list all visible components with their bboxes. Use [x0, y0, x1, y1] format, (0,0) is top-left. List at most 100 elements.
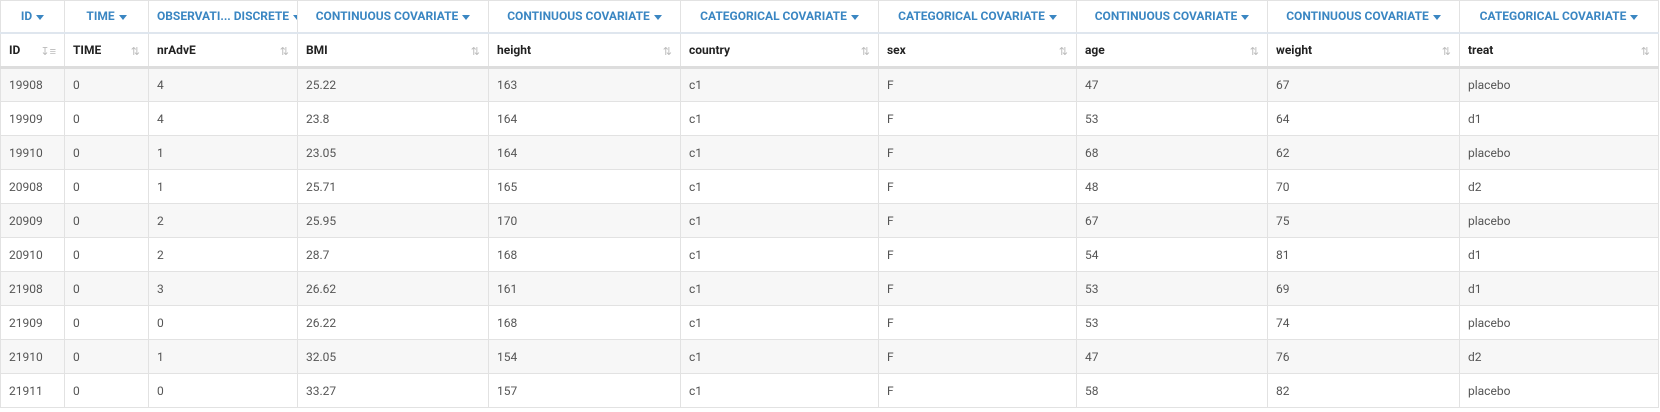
- dropdown-caret[interactable]: [1432, 14, 1441, 20]
- table-row: 21908 0 3 26.62 161 c1 F 53 69 d1: [0, 271, 1659, 306]
- column-label[interactable]: BMI: [306, 42, 328, 57]
- table-cell: 154: [488, 339, 681, 374]
- column-header[interactable]: country ⇅: [680, 32, 879, 69]
- dropdown-caret[interactable]: [653, 14, 662, 20]
- type-header[interactable]: CATEGORICAL COVARIATE: [680, 0, 879, 34]
- column-label[interactable]: country: [689, 42, 731, 57]
- column-header[interactable]: sex ⇅: [878, 32, 1077, 69]
- type-label[interactable]: CATEGORICAL COVARIATE: [700, 9, 847, 24]
- table-cell: 1: [148, 339, 298, 374]
- column-header[interactable]: ID ↧≡: [0, 32, 65, 69]
- dropdown-caret[interactable]: [118, 14, 127, 20]
- column-label[interactable]: nrAdvE: [157, 42, 196, 57]
- sort-icon[interactable]: ⇅: [130, 44, 140, 58]
- table-cell: 1: [148, 135, 298, 170]
- table-cell: c1: [680, 339, 879, 374]
- column-header[interactable]: nrAdvE ⇅: [148, 32, 298, 69]
- dropdown-caret[interactable]: [293, 14, 297, 20]
- table-cell: 76: [1267, 339, 1460, 374]
- sort-icon[interactable]: ↧≡: [40, 44, 56, 58]
- table-cell: 53: [1076, 271, 1268, 306]
- sort-icon[interactable]: ⇅: [662, 44, 672, 58]
- type-header[interactable]: CONTINUOUS COVARIATE: [297, 0, 489, 34]
- table-cell: 2: [148, 237, 298, 272]
- type-label[interactable]: CONTINUOUS COVARIATE: [1286, 9, 1429, 24]
- table-cell: placebo: [1459, 373, 1659, 408]
- type-label[interactable]: CONTINUOUS COVARIATE: [315, 9, 459, 24]
- type-header[interactable]: CATEGORICAL COVARIATE: [1459, 0, 1659, 34]
- sort-icon[interactable]: ⇅: [1249, 44, 1259, 58]
- table-cell: 21910: [0, 339, 65, 374]
- column-header[interactable]: weight ⇅: [1267, 32, 1460, 69]
- table-cell: placebo: [1459, 135, 1659, 170]
- column-label[interactable]: treat: [1468, 42, 1494, 57]
- table-cell: 68: [1076, 135, 1268, 170]
- column-header[interactable]: TIME ⇅: [64, 32, 149, 69]
- table-cell: 0: [64, 271, 149, 306]
- table-cell: 0: [148, 305, 298, 340]
- table-cell: F: [878, 373, 1077, 408]
- column-label[interactable]: ID: [9, 42, 21, 57]
- type-label[interactable]: CATEGORICAL COVARIATE: [898, 9, 1045, 24]
- table-cell: 48: [1076, 169, 1268, 204]
- column-header[interactable]: height ⇅: [488, 32, 681, 69]
- type-label[interactable]: ID: [20, 9, 33, 24]
- table-cell: 81: [1267, 237, 1460, 272]
- table-cell: 0: [64, 305, 149, 340]
- column-label[interactable]: TIME: [73, 42, 102, 57]
- sort-icon[interactable]: ⇅: [470, 44, 480, 58]
- column-header[interactable]: BMI ⇅: [297, 32, 489, 69]
- column-header[interactable]: treat ⇅: [1459, 32, 1659, 69]
- dropdown-caret[interactable]: [1630, 14, 1639, 20]
- dropdown-caret[interactable]: [850, 14, 859, 20]
- table-cell: 25.95: [297, 203, 489, 238]
- type-header[interactable]: OBSERVATI... DISCRETE: [148, 0, 298, 34]
- table-cell: 165: [488, 169, 681, 204]
- table-cell: F: [878, 67, 1077, 102]
- table-cell: d1: [1459, 271, 1659, 306]
- dropdown-caret[interactable]: [36, 14, 45, 20]
- column-label[interactable]: weight: [1276, 42, 1313, 57]
- type-header[interactable]: CATEGORICAL COVARIATE: [878, 0, 1077, 34]
- table-cell: 164: [488, 135, 681, 170]
- type-label[interactable]: CONTINUOUS COVARIATE: [1094, 9, 1238, 24]
- table-cell: placebo: [1459, 203, 1659, 238]
- column-header[interactable]: age ⇅: [1076, 32, 1268, 69]
- type-header[interactable]: TIME: [64, 0, 149, 34]
- type-header[interactable]: ID: [0, 0, 65, 34]
- table-cell: F: [878, 237, 1077, 272]
- type-label[interactable]: TIME: [86, 9, 115, 24]
- table-cell: 19909: [0, 101, 65, 136]
- dropdown-caret[interactable]: [1048, 14, 1057, 20]
- sort-icon[interactable]: ⇅: [279, 44, 289, 58]
- table-cell: d2: [1459, 169, 1659, 204]
- sort-icon[interactable]: ⇅: [1058, 44, 1068, 58]
- sort-icon[interactable]: ⇅: [1640, 44, 1650, 58]
- sort-icon[interactable]: ⇅: [860, 44, 870, 58]
- type-header[interactable]: CONTINUOUS COVARIATE: [1267, 0, 1460, 34]
- sort-icon[interactable]: ⇅: [1441, 44, 1451, 58]
- column-label[interactable]: height: [497, 42, 532, 57]
- type-label[interactable]: OBSERVATI... DISCRETE: [157, 9, 290, 24]
- column-label[interactable]: sex: [887, 42, 906, 57]
- table-cell: 23.05: [297, 135, 489, 170]
- table-cell: 157: [488, 373, 681, 408]
- table-cell: F: [878, 101, 1077, 136]
- type-header[interactable]: CONTINUOUS COVARIATE: [488, 0, 681, 34]
- type-header[interactable]: CONTINUOUS COVARIATE: [1076, 0, 1268, 34]
- table-cell: 0: [64, 135, 149, 170]
- dropdown-caret[interactable]: [462, 14, 471, 20]
- dropdown-caret[interactable]: [1241, 14, 1250, 20]
- table-cell: 53: [1076, 305, 1268, 340]
- table-cell: c1: [680, 67, 879, 102]
- table-cell: F: [878, 203, 1077, 238]
- column-label[interactable]: age: [1085, 42, 1105, 57]
- type-label[interactable]: CONTINUOUS COVARIATE: [507, 9, 650, 24]
- table-cell: 4: [148, 67, 298, 102]
- type-label[interactable]: CATEGORICAL COVARIATE: [1479, 9, 1627, 24]
- table-cell: F: [878, 305, 1077, 340]
- table-cell: d1: [1459, 101, 1659, 136]
- column-header-row: ID ↧≡ TIME ⇅ nrAdvE ⇅ BMI ⇅ height ⇅ country ⇅ sex ⇅ a…: [0, 32, 1659, 69]
- table-cell: placebo: [1459, 305, 1659, 340]
